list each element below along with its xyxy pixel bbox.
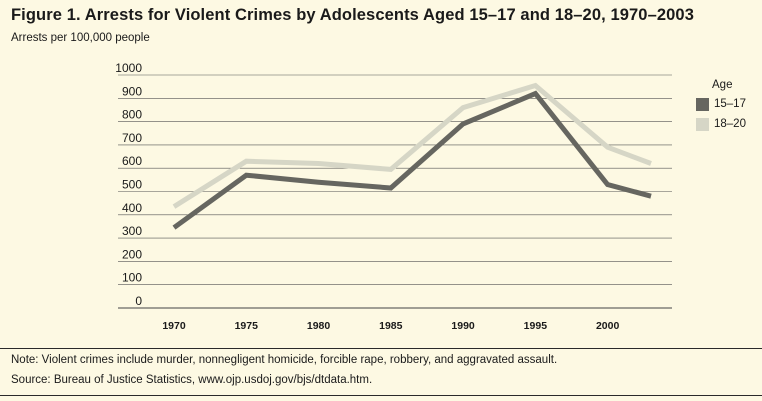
x-tick-label: 2000 xyxy=(596,320,620,332)
y-tick-label: 500 xyxy=(122,178,142,192)
y-tick-label: 600 xyxy=(122,154,142,168)
chart-source: Source: Bureau of Justice Statistics, ww… xyxy=(11,374,373,386)
x-tick-label: 1985 xyxy=(379,320,403,332)
y-tick-labels: 0 100 200 300 400 500 600 700 800 900 1000 xyxy=(115,61,142,308)
legend-swatch-15-17 xyxy=(696,98,709,111)
x-tick-label: 1995 xyxy=(524,320,548,332)
y-tick-label: 800 xyxy=(122,108,142,122)
y-tick-label: 100 xyxy=(122,271,142,285)
chart-note: Note: Violent crimes include murder, non… xyxy=(11,354,558,366)
legend-label-15-17: 15–17 xyxy=(714,98,746,110)
y-tick-label: 900 xyxy=(122,84,142,98)
series-line-15–17 xyxy=(172,90,652,230)
y-tick-label: 300 xyxy=(122,224,142,238)
bottom-divider xyxy=(0,395,762,396)
legend-label-18-20: 18–20 xyxy=(714,118,746,130)
x-tick-label: 1970 xyxy=(162,320,186,332)
chart-series xyxy=(172,82,652,230)
y-tick-label: 400 xyxy=(122,201,142,215)
note-divider xyxy=(0,348,762,349)
x-tick-label: 1990 xyxy=(451,320,475,332)
x-tick-label: 1975 xyxy=(235,320,259,332)
y-tick-label: 200 xyxy=(122,247,142,261)
legend-swatch-18-20 xyxy=(696,118,709,131)
y-axis-label: Arrests per 100,000 people xyxy=(11,32,150,44)
chart-grid xyxy=(118,74,672,309)
x-tick-labels: 1970 1975 1980 1985 1990 1995 2000 xyxy=(162,320,619,332)
x-tick-label: 1980 xyxy=(307,320,331,332)
legend-title: Age xyxy=(712,79,733,91)
series-line-18–20 xyxy=(172,82,652,209)
y-tick-label: 700 xyxy=(122,131,142,145)
figure-title: Figure 1. Arrests for Violent Crimes by … xyxy=(11,6,694,24)
y-tick-label: 1000 xyxy=(115,61,142,75)
y-tick-label: 0 xyxy=(135,294,142,308)
